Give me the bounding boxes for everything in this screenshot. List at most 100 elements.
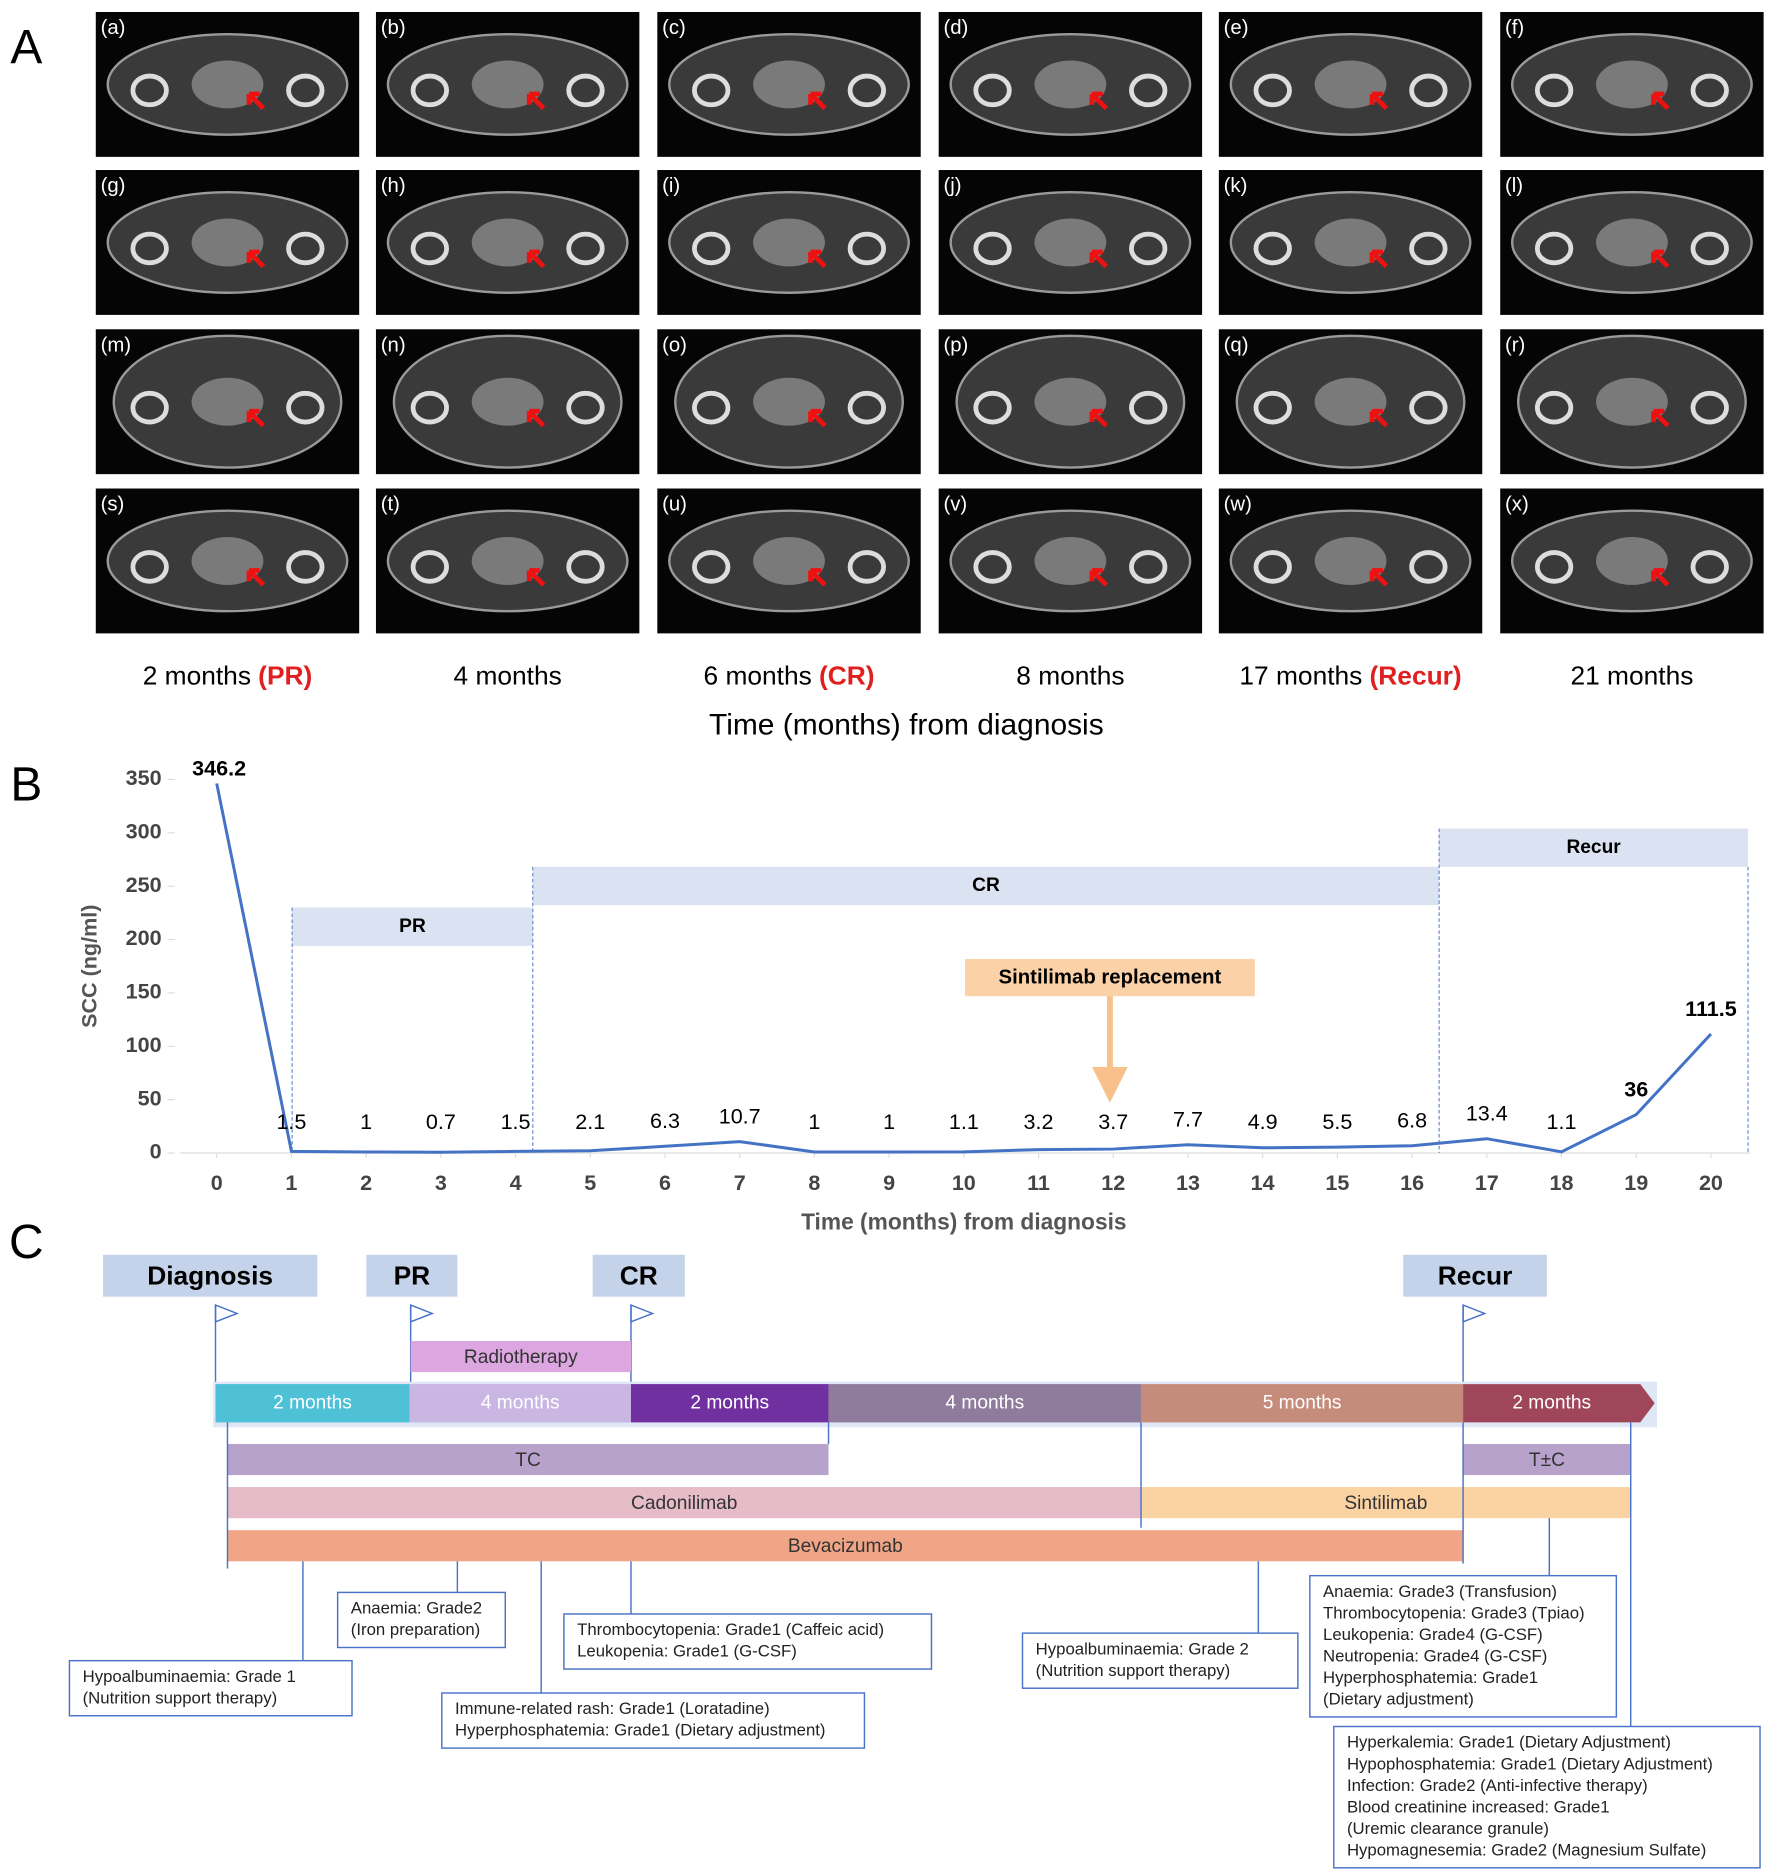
image-label: (a) <box>101 17 126 39</box>
text-span: (PR) <box>258 661 312 691</box>
milestone-label: CR <box>620 1260 658 1290</box>
scan-organ <box>191 60 264 109</box>
scan-bone <box>1253 390 1292 425</box>
text-span: 17 months <box>1239 661 1362 691</box>
scan-bone <box>847 550 886 584</box>
image-label: (q) <box>1224 334 1249 356</box>
scan-bone <box>286 73 325 108</box>
treatment-label: Cadonilimab <box>631 1493 737 1514</box>
x-tick-label: 2 <box>360 1170 372 1195</box>
scan-bone <box>692 231 731 266</box>
red-arrow <box>1369 408 1389 428</box>
adverse-event-text: (Dietary adjustment) <box>1323 1690 1474 1709</box>
x-tick-label: 12 <box>1101 1170 1125 1195</box>
image-label: (g) <box>101 175 126 197</box>
data-label: 1 <box>883 1109 895 1134</box>
panel-label: A <box>10 21 42 74</box>
image-label: (k) <box>1224 175 1248 197</box>
data-label: 1.1 <box>949 1109 979 1134</box>
scan-bone <box>130 390 169 425</box>
scan-bone <box>410 550 449 584</box>
x-tick-label: 5 <box>584 1170 596 1195</box>
y-axis-title: SCC (ng/ml) <box>77 905 102 1028</box>
red-arrow <box>808 568 827 587</box>
scan-bone <box>1409 550 1448 584</box>
adverse-event-box <box>1309 1574 1618 1718</box>
red-arrow <box>526 568 546 587</box>
adverse-event-text: Hyperphosphatemia: Grade1 <box>1323 1668 1538 1687</box>
data-label: 6.3 <box>650 1108 680 1133</box>
scan-bone <box>130 550 169 584</box>
scan-bone <box>1409 73 1448 108</box>
data-label: 36 <box>1624 1076 1648 1101</box>
image-label: (x) <box>1505 494 1529 516</box>
adverse-event-text: Hypomagnesemia: Grade2 (Magnesium Sulfat… <box>1347 1840 1706 1859</box>
panel-label: C <box>9 1216 44 1269</box>
milestone-box <box>366 1254 458 1297</box>
data-label: 1 <box>360 1109 372 1134</box>
treatment-label: Bevacizumab <box>788 1536 903 1557</box>
data-label: 346.2 <box>192 756 246 781</box>
image-label: (f) <box>1505 17 1524 39</box>
x-tick-label: 11 <box>1027 1170 1050 1195</box>
text-span: 2 months <box>143 661 251 691</box>
image-label: (i) <box>662 175 680 197</box>
phase-label: CR <box>972 875 1000 896</box>
scan-organ <box>471 60 544 109</box>
adverse-event-text: Infection: Grade2 (Anti-infective therap… <box>1347 1776 1648 1795</box>
period-label: 4 months <box>481 1392 560 1413</box>
scan-bone <box>847 231 886 266</box>
scan-bone <box>973 73 1012 108</box>
x-tick-label: 17 <box>1475 1170 1499 1195</box>
red-arrow <box>1651 568 1670 587</box>
red-arrow <box>1369 568 1389 587</box>
image-label: (b) <box>381 17 406 39</box>
image-label: (t) <box>381 494 400 516</box>
scan-organ <box>1595 60 1668 109</box>
x-tick-label: 16 <box>1400 1170 1424 1195</box>
adverse-event-text: Leukopenia: Grade1 (G-CSF) <box>577 1642 797 1661</box>
scan-organ <box>191 377 264 426</box>
x-tick-label: 18 <box>1550 1170 1574 1195</box>
milestone-label: Recur <box>1438 1260 1513 1290</box>
red-arrow <box>1651 408 1670 428</box>
radiotherapy-bar <box>410 1340 631 1373</box>
data-label: 1.5 <box>501 1109 531 1134</box>
red-arrow <box>246 408 266 428</box>
period-bar <box>630 1384 829 1423</box>
image-label: (p) <box>943 334 968 356</box>
flag <box>214 1304 240 1323</box>
adverse-event-text: Thrombocytopenia: Grade3 (Tpiao) <box>1323 1603 1585 1622</box>
x-tick-label: 0 <box>211 1170 223 1195</box>
scan-bone <box>1409 390 1448 425</box>
data-label: 3.2 <box>1024 1109 1054 1134</box>
adverse-event-text: Hypoalbuminaemia: Grade 1 <box>83 1667 296 1686</box>
annotation-text: Sintilimab replacement <box>999 967 1222 989</box>
red-arrow <box>526 408 546 428</box>
data-label: 5.5 <box>1322 1109 1352 1134</box>
scan-bone <box>692 390 731 425</box>
scan-bone <box>1534 390 1574 425</box>
x-tick-label: 14 <box>1251 1170 1275 1195</box>
red-arrow <box>526 91 546 111</box>
scan-organ <box>1595 537 1668 585</box>
scan-organ <box>753 377 825 426</box>
scan-bone <box>847 73 886 108</box>
phase-box <box>1439 828 1749 867</box>
data-label: 13.4 <box>1466 1100 1508 1125</box>
red-arrow <box>1651 91 1670 111</box>
data-label: 1.5 <box>276 1109 306 1134</box>
milestone-label: Diagnosis <box>147 1260 273 1290</box>
period-label: 4 months <box>945 1392 1024 1413</box>
treatment-bar <box>227 1487 1142 1519</box>
treatment-label: T±C <box>1529 1450 1565 1471</box>
data-label: 6.8 <box>1397 1107 1427 1132</box>
time-label: 17 months (Recur) <box>1239 661 1461 691</box>
period-label: 2 months <box>690 1392 769 1413</box>
red-arrow <box>246 249 266 269</box>
scan-bone <box>692 73 731 108</box>
scan-bone <box>1690 390 1729 425</box>
adverse-event-text: Anaemia: Grade2 <box>351 1599 482 1618</box>
y-tick-label: 0 <box>150 1139 162 1164</box>
scan-organ <box>753 60 825 109</box>
